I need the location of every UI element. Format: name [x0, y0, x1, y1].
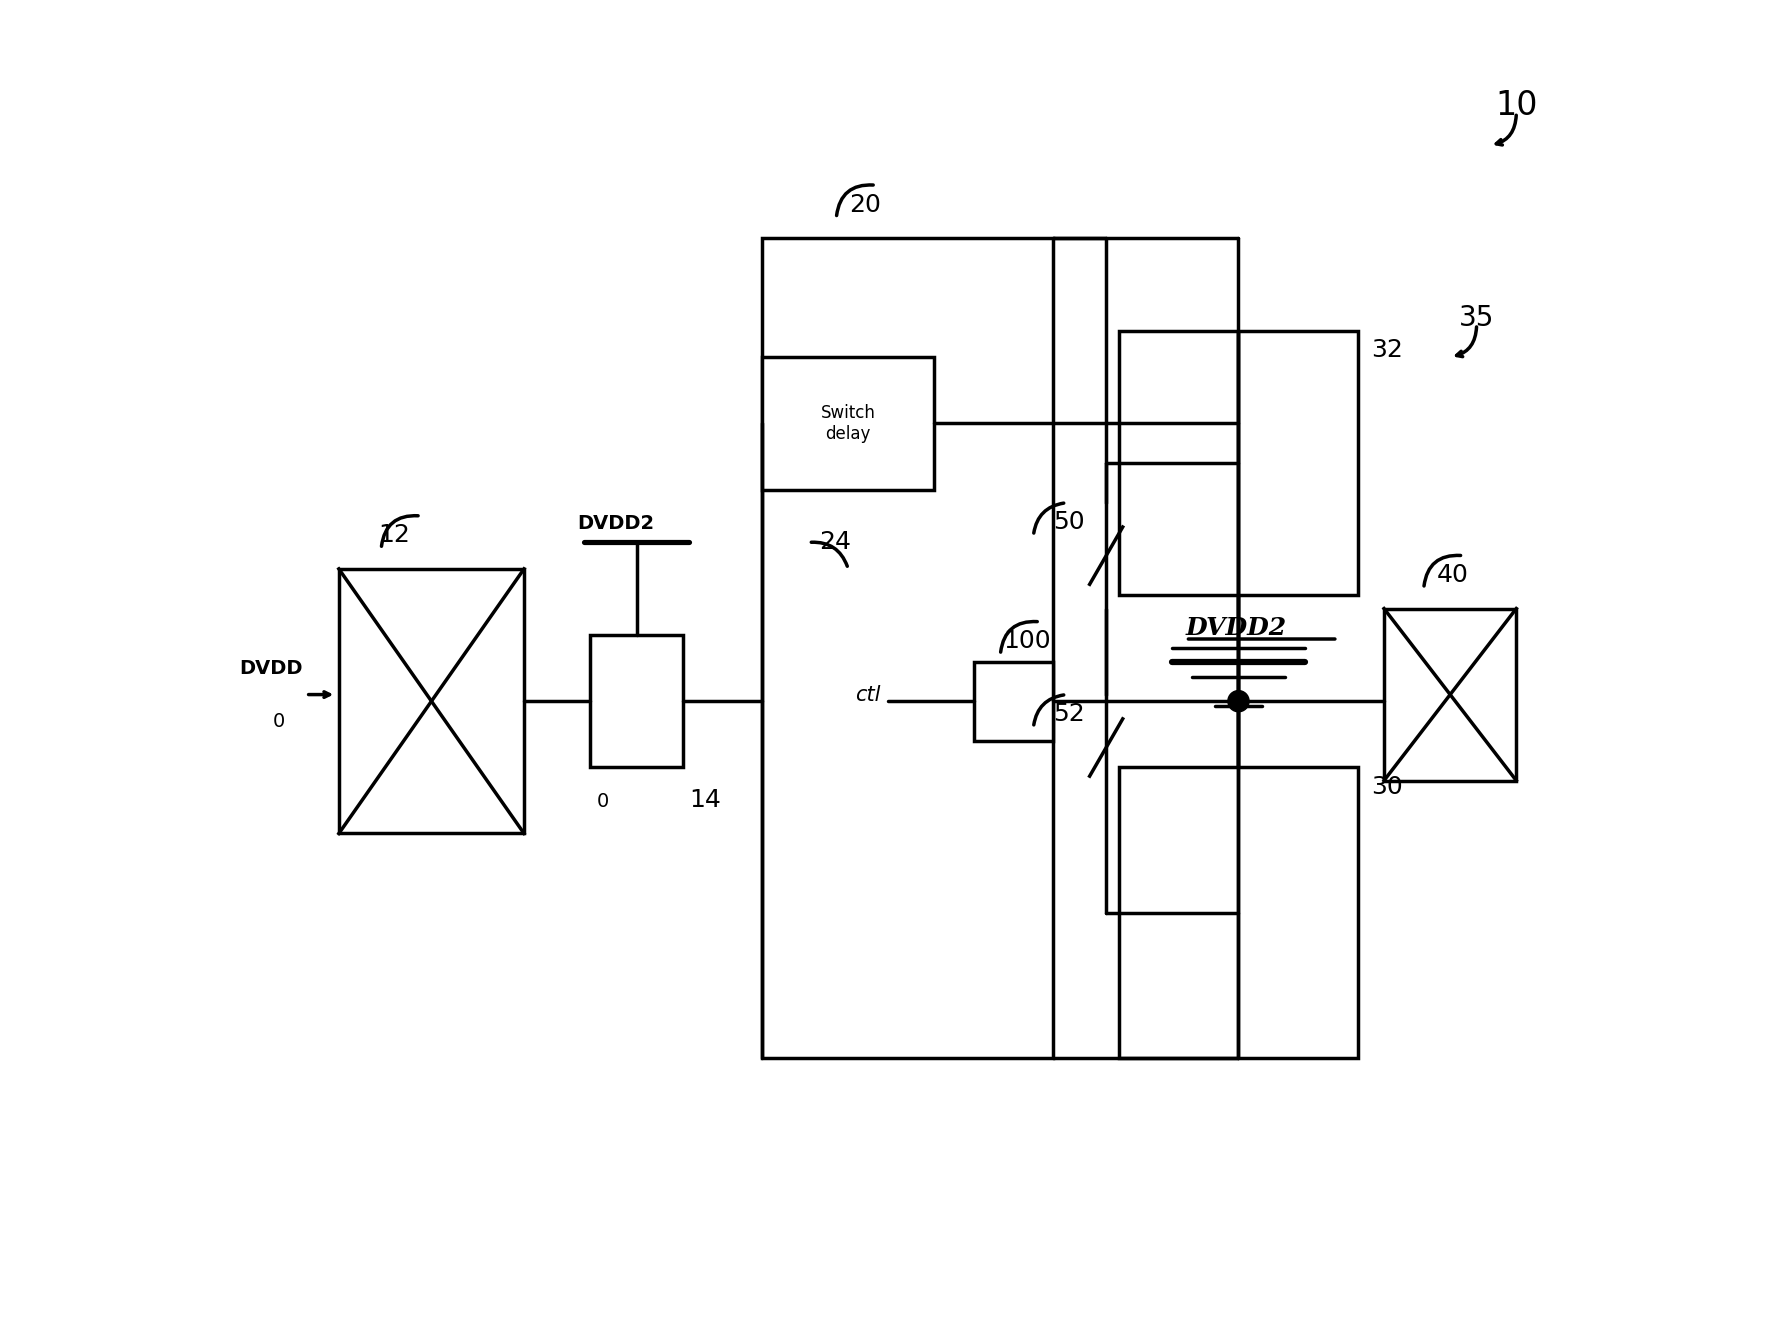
Text: DVDD2: DVDD2 — [578, 515, 655, 533]
Circle shape — [1227, 691, 1249, 712]
Text: 24: 24 — [819, 531, 852, 554]
Text: DVDD: DVDD — [240, 659, 302, 677]
Text: 100: 100 — [1004, 630, 1050, 654]
Bar — [1120, 331, 1358, 595]
Text: 0: 0 — [598, 792, 608, 811]
Text: 32: 32 — [1370, 339, 1403, 363]
Text: 40: 40 — [1437, 564, 1469, 587]
Text: 35: 35 — [1460, 303, 1494, 332]
Bar — [1120, 767, 1358, 1058]
Bar — [1385, 609, 1517, 781]
Text: ctl: ctl — [855, 684, 880, 705]
Bar — [973, 662, 1054, 741]
Text: 0: 0 — [272, 712, 284, 730]
Bar — [590, 635, 683, 767]
Text: DVDD2: DVDD2 — [1186, 617, 1286, 640]
Text: 52: 52 — [1054, 703, 1084, 726]
Text: 20: 20 — [850, 193, 882, 217]
Text: 50: 50 — [1054, 511, 1084, 534]
Text: 14: 14 — [689, 789, 721, 812]
Text: Switch
delay: Switch delay — [821, 404, 875, 443]
Text: 10: 10 — [1496, 90, 1537, 122]
Bar — [762, 238, 1054, 1058]
Text: 30: 30 — [1370, 775, 1403, 799]
Bar — [338, 569, 524, 833]
Text: 12: 12 — [379, 524, 410, 548]
Bar — [762, 357, 934, 490]
